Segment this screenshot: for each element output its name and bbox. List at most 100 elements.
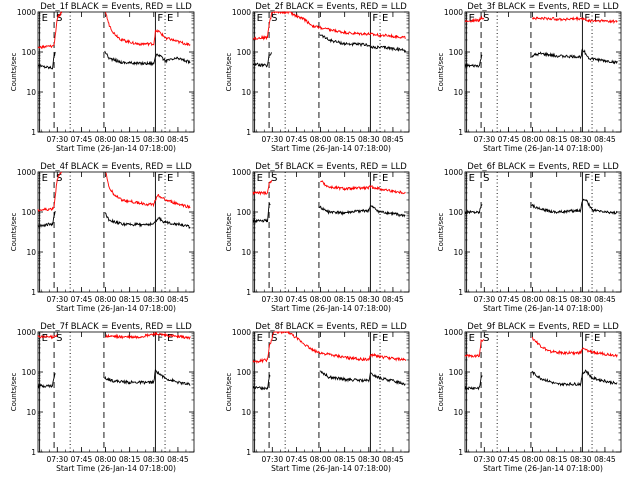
plot-frame [252, 171, 410, 293]
x-tick-label: 08:45 [594, 135, 616, 144]
event-marker-label: F [157, 173, 163, 184]
panel-title: Det_2f BLACK = Events, RED = LLD [255, 2, 407, 12]
panel-title: Det_5f BLACK = Events, RED = LLD [255, 162, 407, 172]
x-axis-label: Start Time (26-Jan-14 07:18:00) [483, 304, 603, 313]
event-marker-label: S [483, 13, 489, 24]
detector-panel-8: Det_8f BLACK = Events, RED = LLD 1 10 100 10… [225, 322, 410, 473]
x-tick-label: 08:00 [95, 455, 117, 464]
panel-title: Det_7f BLACK = Events, RED = LLD [40, 322, 192, 332]
event-marker-label: E [167, 333, 173, 344]
y-tick-label: 100 [449, 208, 464, 217]
panel-title: Det_8f BLACK = Events, RED = LLD [255, 322, 407, 332]
x-tick-label: 08:45 [167, 295, 189, 304]
detector-panel-1: Det_1f BLACK = Events, RED = LLD 1 10 100 10… [10, 2, 195, 153]
event-marker-label: F [372, 13, 378, 24]
y-tick-label: 1000 [17, 328, 36, 337]
lld-series-line [37, 11, 191, 50]
x-tick-label: 07:30 [261, 455, 283, 464]
x-tick-label: 08:45 [594, 295, 616, 304]
event-marker-label: E [594, 333, 600, 344]
x-tick-label: 07:30 [261, 295, 283, 304]
y-tick-label: 100 [237, 48, 252, 57]
event-marker-label: E [42, 333, 48, 344]
y-tick-label: 100 [449, 368, 464, 377]
x-tick-label: 08:00 [522, 295, 544, 304]
x-tick-label: 08:00 [310, 455, 332, 464]
event-marker-label: S [56, 173, 62, 184]
x-tick-label: 08:15 [546, 295, 568, 304]
events-series-line [464, 369, 618, 391]
y-tick-label: 1 [458, 448, 463, 457]
x-tick-label: 08:00 [522, 455, 544, 464]
y-tick-label: 1 [458, 128, 463, 137]
x-tick-label: 08:15 [119, 455, 141, 464]
y-axis-label: Counts/sec [225, 213, 233, 252]
detector-panel-5: Det_5f BLACK = Events, RED = LLD 1 10 100 10… [225, 162, 410, 313]
x-tick-label: 08:45 [167, 135, 189, 144]
event-marker-label: F [372, 333, 378, 344]
panel-title: Det_6f BLACK = Events, RED = LLD [467, 162, 619, 172]
x-tick-label: 08:30 [143, 455, 165, 464]
x-axis-label: Start Time (26-Jan-14 07:18:00) [271, 144, 391, 153]
event-marker-label: S [271, 13, 277, 24]
y-axis-label: Counts/sec [10, 373, 18, 412]
y-tick-label: 1000 [17, 168, 36, 177]
x-tick-label: 08:00 [310, 135, 332, 144]
x-tick-label: 07:45 [498, 295, 520, 304]
lld-series-line [37, 331, 191, 341]
y-tick-label: 1000 [444, 328, 463, 337]
event-marker-label: E [42, 13, 48, 24]
event-marker-label: S [483, 173, 489, 184]
y-tick-label: 10 [26, 408, 36, 417]
event-marker-label: E [382, 173, 388, 184]
detector-panel-9: Det_9f BLACK = Events, RED = LLD 1 10 100 10… [437, 322, 622, 473]
y-axis-label: Counts/sec [437, 373, 445, 412]
event-marker-label: S [56, 333, 62, 344]
x-tick-label: 07:30 [261, 135, 283, 144]
y-tick-label: 1000 [232, 328, 251, 337]
detector-panel-2: Det_2f BLACK = Events, RED = LLD 1 10 100 10… [225, 2, 410, 153]
events-series-line [252, 370, 406, 391]
lld-series-line [252, 180, 406, 196]
event-marker-label: S [483, 333, 489, 344]
event-marker-label: E [257, 173, 263, 184]
x-tick-label: 07:30 [473, 135, 495, 144]
event-marker-label: S [56, 13, 62, 24]
y-tick-label: 10 [241, 88, 251, 97]
plot-frame [252, 331, 410, 453]
event-marker-label: S [271, 173, 277, 184]
y-tick-label: 1 [31, 288, 36, 297]
event-marker-label: E [167, 13, 173, 24]
y-tick-label: 10 [453, 408, 463, 417]
x-tick-label: 08:30 [570, 135, 592, 144]
x-tick-label: 08:00 [95, 135, 117, 144]
x-tick-label: 08:15 [334, 455, 356, 464]
y-tick-label: 100 [449, 48, 464, 57]
x-tick-label: 07:45 [498, 135, 520, 144]
x-tick-label: 08:15 [334, 295, 356, 304]
x-tick-label: 08:15 [119, 295, 141, 304]
y-axis-label: Counts/sec [225, 53, 233, 92]
y-tick-label: 1000 [232, 8, 251, 17]
x-tick-label: 07:45 [286, 135, 308, 144]
detector-panel-7: Det_7f BLACK = Events, RED = LLD 1 10 100 10… [10, 322, 195, 473]
y-tick-label: 1 [246, 288, 251, 297]
x-tick-label: 08:45 [167, 455, 189, 464]
x-tick-label: 08:30 [570, 295, 592, 304]
event-marker-label: E [594, 173, 600, 184]
plot-frame [37, 331, 195, 453]
panel-title: Det_3f BLACK = Events, RED = LLD [467, 2, 619, 12]
plot-frame [464, 11, 622, 133]
x-tick-label: 07:45 [286, 455, 308, 464]
x-tick-label: 08:00 [310, 295, 332, 304]
lld-series-line [37, 171, 191, 212]
event-marker-label: F [584, 13, 590, 24]
x-tick-label: 07:30 [473, 295, 495, 304]
x-tick-label: 08:30 [358, 135, 380, 144]
y-axis-label: Counts/sec [437, 213, 445, 252]
x-tick-label: 08:30 [358, 455, 380, 464]
x-tick-label: 07:30 [473, 455, 495, 464]
x-tick-label: 08:15 [334, 135, 356, 144]
x-axis-label: Start Time (26-Jan-14 07:18:00) [56, 464, 176, 473]
